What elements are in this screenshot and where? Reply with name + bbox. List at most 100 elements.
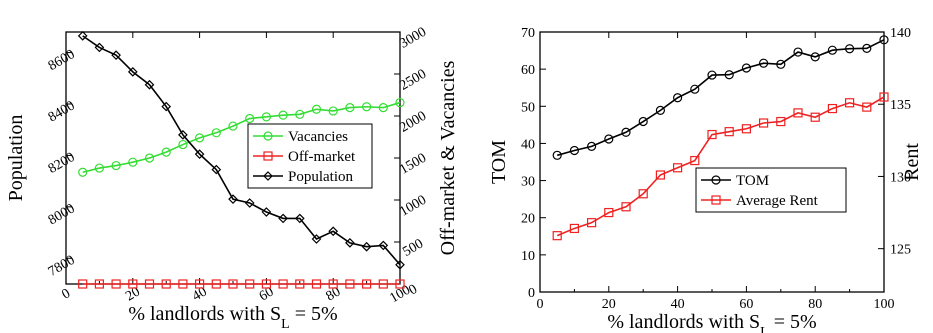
y-right-axis-label: Rent [901, 143, 923, 181]
data-point-off-market [378, 279, 388, 289]
data-point-tom [793, 47, 803, 57]
data-point-off-market [228, 279, 238, 289]
data-point-population [228, 194, 238, 204]
data-point-off-market [211, 279, 221, 289]
legend-box [695, 167, 847, 213]
y-left-tick-label: 8000 [46, 201, 78, 228]
data-point-population [194, 149, 205, 159]
legend-marker [263, 151, 273, 161]
data-point-tom [758, 58, 769, 68]
y-left-tick-label: 30 [521, 175, 535, 190]
data-point-vacancies [345, 102, 355, 113]
legend-label: Vacancies [288, 129, 348, 145]
y-left-tick-label: 7800 [46, 253, 78, 280]
data-point-population [127, 67, 138, 77]
data-point-vacancies [245, 113, 255, 124]
y-left-tick-label: 8400 [46, 99, 78, 126]
legend-marker [263, 171, 273, 181]
y-left-tick-label: 20 [521, 212, 535, 227]
data-point-population [345, 238, 355, 248]
y-right-tick-label: 1500 [397, 151, 429, 178]
data-point-vacancies [378, 102, 388, 113]
x-tick-label: 80 [324, 284, 344, 304]
data-point-off-market [111, 279, 121, 289]
x-tick-label: 60 [257, 284, 277, 304]
y-right-axis-label: Off-market & Vacancies [437, 60, 459, 255]
data-point-vacancies [94, 163, 105, 173]
data-point-average-rent [655, 170, 666, 180]
data-point-vacancies [144, 153, 155, 163]
y-left-tick-label: 10 [521, 249, 535, 264]
y-left-tick-label: 60 [521, 63, 535, 78]
data-point-vacancies [128, 157, 138, 167]
data-point-tom [638, 116, 648, 127]
x-tick-label: 80 [808, 297, 822, 312]
data-point-average-rent [638, 189, 648, 199]
data-point-vacancies [278, 110, 288, 120]
data-point-average-rent [552, 231, 562, 241]
data-point-population [111, 50, 121, 60]
data-point-off-market [328, 279, 338, 289]
data-point-vacancies [78, 167, 88, 177]
data-point-average-rent [604, 207, 614, 218]
legend-label: Average Rent [736, 193, 819, 209]
data-point-average-rent [776, 116, 786, 127]
data-point-tom [655, 105, 666, 115]
x-tick-label: 20 [602, 297, 616, 312]
x-tick-label: 0 [59, 286, 73, 302]
y-right-tick-label: 140 [890, 26, 911, 41]
x-tick-label: 40 [190, 284, 210, 304]
y-right-tick-label: 2500 [397, 67, 429, 94]
data-point-average-rent [621, 202, 631, 212]
data-point-vacancies [295, 109, 305, 119]
data-point-off-market [362, 279, 372, 289]
data-point-average-rent [758, 118, 769, 128]
legend-label: Population [288, 169, 354, 185]
data-point-tom [690, 84, 700, 94]
data-point-vacancies [311, 104, 322, 114]
data-point-population [328, 226, 339, 237]
series-line-vacancies [82, 101, 401, 174]
data-point-vacancies [228, 121, 238, 131]
data-point-off-market [261, 279, 271, 289]
data-point-off-market [144, 279, 155, 289]
data-point-average-rent [724, 127, 734, 137]
data-point-off-market [94, 279, 105, 289]
data-point-population [261, 207, 272, 217]
data-point-tom [552, 150, 562, 160]
y-left-tick-label: 8200 [46, 150, 78, 177]
data-point-population [244, 198, 255, 208]
left-chart-population: 0 20 40 60 80 1007800800082008400860005001000… [5, 25, 459, 332]
data-point-off-market [295, 279, 305, 289]
x-tick-label: 100 [874, 297, 895, 312]
y-left-tick-label: 0 [528, 286, 535, 301]
y-left-axis-label: TOM [488, 140, 510, 184]
data-point-vacancies [261, 112, 271, 122]
data-point-average-rent [862, 102, 872, 112]
data-point-off-market [345, 279, 355, 289]
legend-label: Off-market [288, 149, 356, 165]
data-point-average-rent [569, 223, 580, 234]
data-point-tom [776, 59, 786, 69]
data-point-tom [844, 44, 855, 54]
y-right-tick-label: 125 [890, 243, 911, 258]
right-chart-tom-rent: 0 20 40 60 80 100 0 10 20 30 40 50 60 70 125 130 135 140%… [488, 26, 923, 333]
series-line-tom [556, 39, 885, 157]
data-point-tom [621, 127, 631, 137]
data-point-vacancies [111, 160, 121, 171]
data-point-average-rent [827, 103, 838, 114]
legend-marker [263, 131, 273, 141]
data-point-off-market [178, 279, 188, 289]
series-line-average-rent [556, 96, 885, 237]
legend-marker [711, 175, 721, 185]
data-point-vacancies [161, 147, 171, 157]
data-point-average-rent [707, 129, 717, 140]
data-point-population [178, 130, 188, 140]
data-point-off-market [311, 279, 322, 289]
data-point-average-rent [672, 163, 683, 173]
data-point-population [311, 234, 322, 244]
data-point-tom [810, 52, 820, 62]
data-point-off-market [195, 279, 205, 289]
data-point-vacancies [328, 106, 338, 116]
